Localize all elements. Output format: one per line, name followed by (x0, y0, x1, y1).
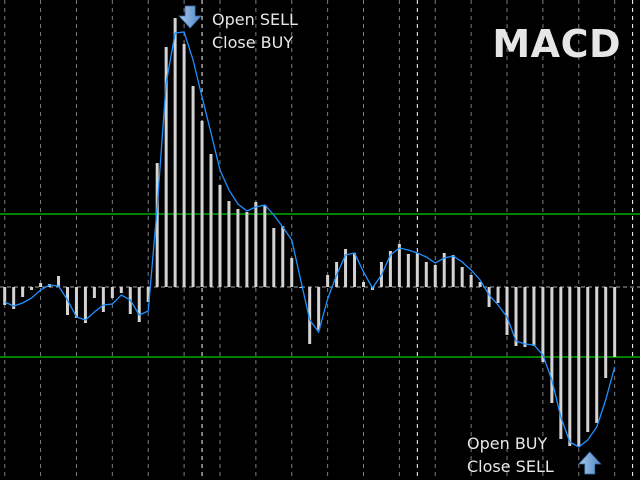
histogram-bar (209, 154, 213, 287)
histogram-bar (39, 283, 43, 287)
histogram-bar (514, 287, 518, 346)
signal-arrows (178, 5, 602, 475)
histogram-bar (173, 18, 177, 287)
histogram-bar (388, 251, 392, 287)
histogram-bar (218, 185, 222, 287)
histogram-bar (397, 244, 401, 287)
histogram-bar (568, 287, 572, 446)
signal-line-path (4, 31, 616, 448)
histogram-bar (3, 287, 7, 305)
histogram (3, 18, 617, 447)
histogram-bar (191, 86, 195, 287)
histogram-bar (254, 202, 258, 287)
histogram-bar (362, 282, 365, 287)
histogram-bar (12, 287, 16, 309)
histogram-bar (344, 249, 348, 287)
histogram-bar (442, 253, 446, 287)
histogram-bar (308, 287, 312, 344)
histogram-bar (433, 265, 437, 287)
histogram-bar (326, 275, 330, 287)
histogram-bar (550, 287, 554, 403)
histogram-bar (83, 287, 87, 323)
histogram-bar (299, 287, 303, 288)
sell-signal-line2: Close BUY (212, 33, 294, 52)
histogram-bar (146, 287, 150, 302)
histogram-bar (595, 287, 599, 423)
sell-signal-note: Open SELL Close BUY (212, 8, 298, 54)
buy-signal-note: Open BUY Close SELL (467, 432, 554, 478)
histogram-bar (236, 209, 240, 287)
histogram-bar (155, 163, 159, 287)
histogram-bar (559, 287, 563, 439)
histogram-bar (57, 276, 61, 287)
histogram-bar (577, 287, 581, 447)
histogram-bar (164, 47, 168, 287)
level-lines (0, 213, 640, 358)
arrow-up-icon (577, 451, 602, 475)
arrow-down-icon (178, 5, 203, 29)
histogram-bar (101, 287, 105, 312)
histogram-bar (92, 287, 96, 298)
histogram-bar (532, 287, 536, 346)
buy-signal-line1: Open BUY (467, 434, 548, 453)
histogram-bar (290, 258, 294, 287)
histogram-bar (182, 44, 186, 287)
histogram-bar (460, 267, 464, 287)
histogram-bar (317, 287, 321, 330)
histogram-bar (227, 201, 231, 287)
histogram-bar (200, 121, 204, 287)
histogram-bar (245, 212, 249, 287)
histogram-bar (137, 287, 141, 322)
histogram-bar (541, 287, 545, 362)
histogram-bar (496, 287, 500, 303)
histogram-bar (110, 287, 114, 298)
histogram-bar (505, 287, 509, 335)
histogram-bar (21, 287, 25, 297)
histogram-bar (272, 228, 276, 287)
histogram-bar (353, 253, 357, 287)
histogram-bar (424, 262, 428, 287)
histogram-bar (586, 287, 590, 432)
histogram-bar (469, 275, 473, 287)
histogram-bar (74, 287, 78, 318)
histogram-bar (523, 287, 527, 347)
histogram-bar (478, 282, 482, 287)
histogram-bar (604, 287, 608, 378)
histogram-bar (613, 287, 617, 357)
histogram-bar (487, 287, 491, 307)
sell-signal-line1: Open SELL (212, 10, 298, 29)
histogram-bar (415, 253, 419, 287)
histogram-bar (30, 287, 34, 290)
indicator-title: MACD (492, 22, 621, 66)
histogram-bar (281, 226, 285, 287)
histogram-bar (451, 255, 455, 287)
histogram-bar (119, 287, 123, 293)
histogram-bar (406, 254, 410, 287)
histogram-bar (263, 205, 267, 287)
signal-line (4, 31, 616, 448)
buy-signal-line2: Close SELL (467, 457, 554, 476)
